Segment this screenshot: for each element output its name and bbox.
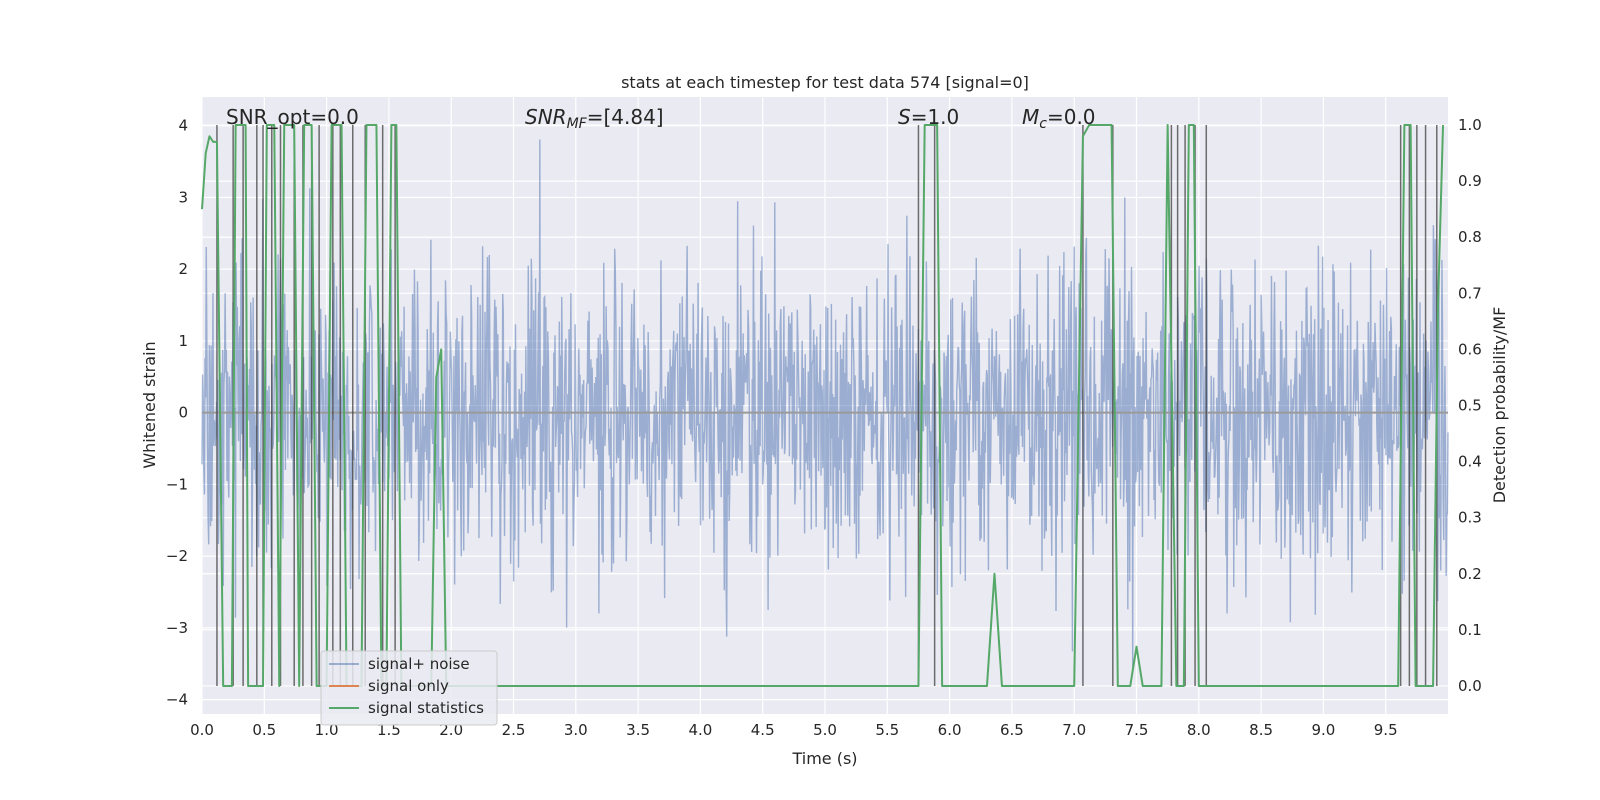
x-tick-label: 5.0 (813, 721, 837, 739)
x-tick-label: 9.0 (1311, 721, 1335, 739)
legend-label-signal-statistics: signal statistics (368, 699, 484, 717)
x-tick-label: 6.5 (1000, 721, 1024, 739)
y2-tick-label: 0.1 (1458, 621, 1482, 639)
x-tick-label: 3.5 (626, 721, 650, 739)
y-tick-label: −4 (166, 691, 188, 709)
x-tick-label: 7.5 (1125, 721, 1149, 739)
y2-tick-label: 0.5 (1458, 397, 1482, 415)
annotation-snr-mf-sub: MF (567, 116, 588, 132)
y-tick-label: −1 (166, 475, 188, 493)
y-tick-label: −3 (166, 619, 188, 637)
y-tick-labels: 4 3 2 1 0 −1 −2 −3 −4 (166, 117, 188, 709)
x-tick-label: 4.0 (688, 721, 712, 739)
y2-tick-label: 0.0 (1458, 677, 1482, 695)
legend-label-signal-only: signal only (368, 677, 449, 695)
y-tick-label: 4 (178, 117, 188, 135)
annotation-s-symbol: S (898, 105, 911, 129)
y2-tick-label: 0.6 (1458, 340, 1482, 358)
y-tick-label: 1 (178, 332, 188, 350)
legend: signal+ noise signal only signal statist… (320, 650, 498, 726)
x-tick-label: 3.0 (564, 721, 588, 739)
y2-tick-label: 0.2 (1458, 565, 1482, 583)
x-tick-label: 6.0 (938, 721, 962, 739)
signal-noise-line (201, 139, 1449, 671)
annotation-mc-sub: c (1039, 116, 1047, 132)
y-tick-label: −2 (166, 547, 188, 565)
y2-tick-label: 0.8 (1458, 228, 1482, 246)
y-tick-label: 0 (178, 404, 188, 422)
y2-tick-label: 0.7 (1458, 284, 1482, 302)
x-tick-label: 7.0 (1062, 721, 1086, 739)
x-tick-label: 0.5 (252, 721, 276, 739)
x-tick-label: 9.5 (1374, 721, 1398, 739)
x-tick-label: 2.5 (502, 721, 526, 739)
annotation-s-value: =1.0 (911, 105, 960, 129)
annotation-snr-opt: SNR_opt=0.0 (226, 105, 359, 129)
y2-tick-label: 0.9 (1458, 172, 1482, 190)
y2-tick-label: 0.4 (1458, 453, 1482, 471)
annotation-snr-mf-value: =[4.84] (587, 105, 664, 129)
x-tick-label: 5.5 (875, 721, 899, 739)
y2-tick-label: 1.0 (1458, 116, 1482, 134)
y2-tick-label: 0.3 (1458, 509, 1482, 527)
annotation-mc-value: =0.0 (1047, 105, 1096, 129)
legend-label-signal-noise: signal+ noise (368, 655, 470, 673)
signal-noise-series (201, 139, 1449, 671)
chart-title: stats at each timestep for test data 574… (621, 73, 1029, 92)
x-tick-label: 8.0 (1187, 721, 1211, 739)
y-tick-label: 2 (178, 260, 188, 278)
legend-box (320, 650, 498, 726)
y2-axis-label: Detection probability/MF (1490, 307, 1509, 504)
annotation-mc: Mc=0.0 (1022, 105, 1096, 132)
y2-tick-labels: 1.0 0.9 0.8 0.7 0.6 0.5 0.4 0.3 0.2 0.1 0.0 (1458, 116, 1482, 695)
x-tick-label: 4.5 (751, 721, 775, 739)
annotation-s: S=1.0 (898, 105, 959, 129)
annotation-mc-symbol: M (1022, 105, 1039, 129)
x-tick-label: 0.0 (190, 721, 214, 739)
y-axis-label: Whitened strain (140, 341, 159, 468)
y-tick-label: 3 (178, 188, 188, 206)
annotation-snr-mf-symbol: SNR (525, 105, 567, 129)
x-axis-label: Time (s) (791, 749, 857, 768)
annotation-snr-mf: SNRMF=[4.84] (525, 105, 664, 132)
x-tick-label: 8.5 (1249, 721, 1273, 739)
